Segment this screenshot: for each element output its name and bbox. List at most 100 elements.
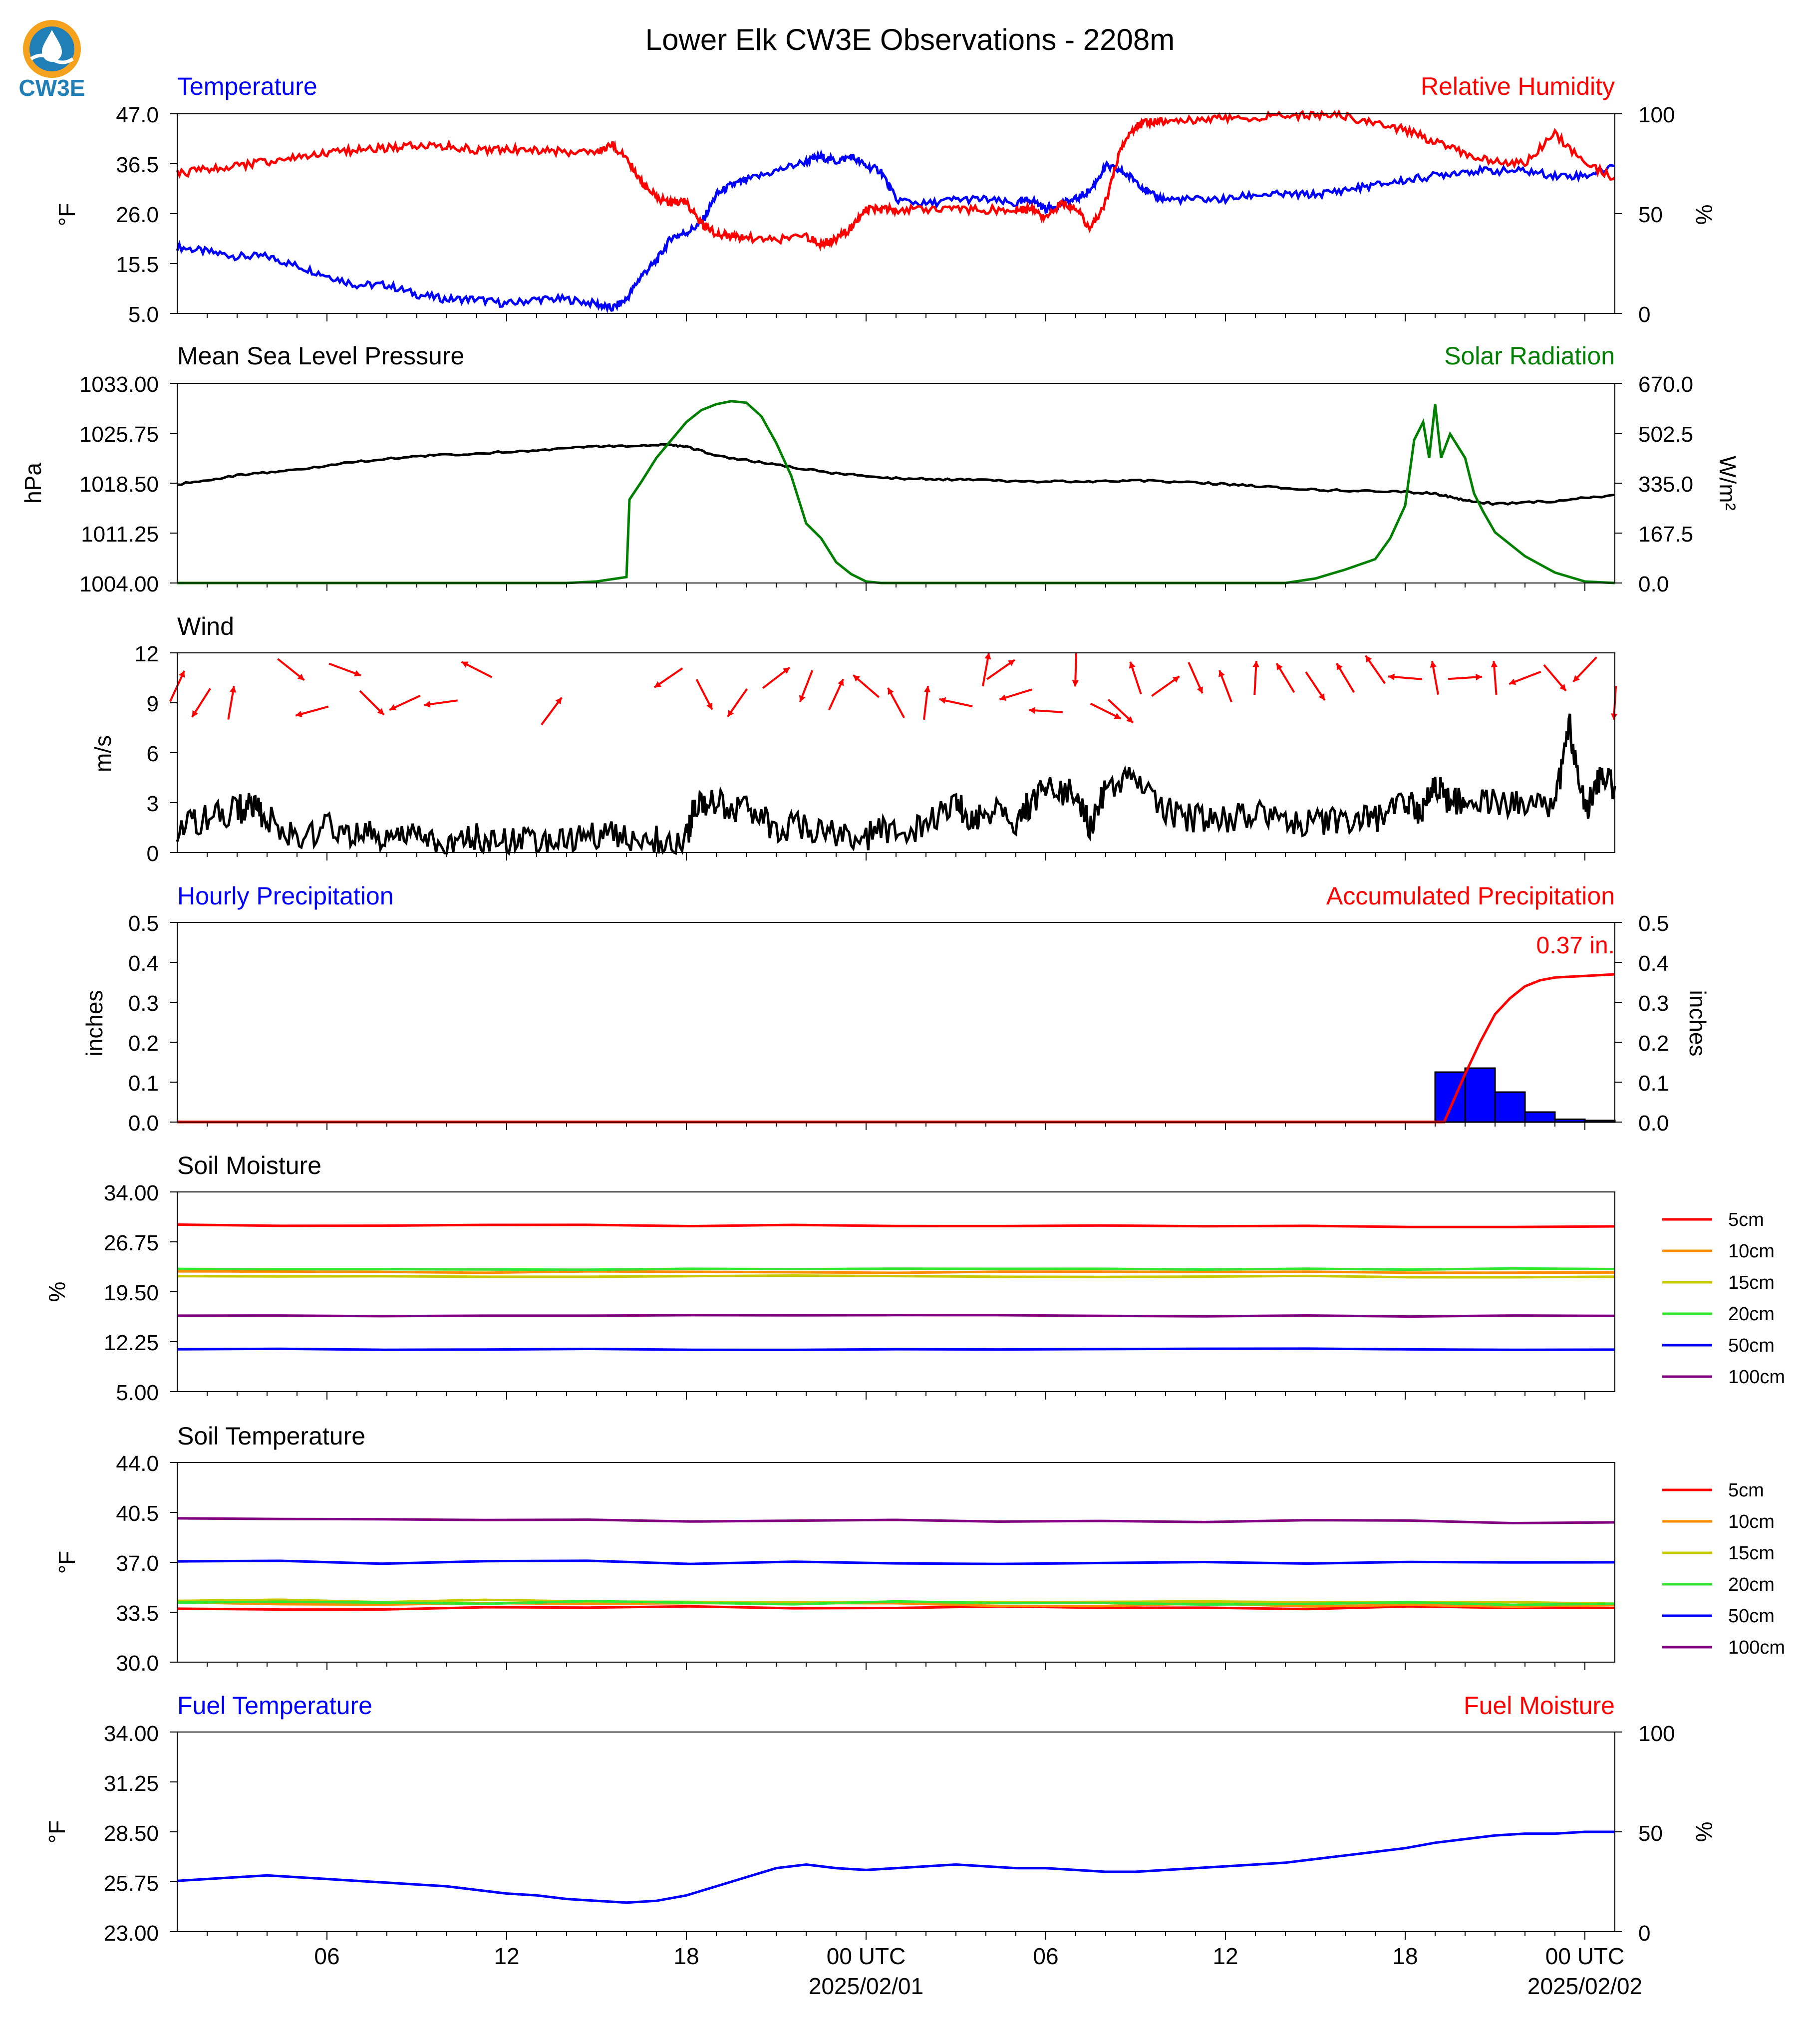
wind-direction-arrows — [169, 652, 1618, 726]
ytick-label: 5.00 — [116, 1381, 159, 1405]
logo-water-drop-icon — [42, 30, 62, 62]
ytick-label: 0.2 — [128, 1031, 159, 1056]
plot-frame — [177, 922, 1615, 1123]
wind-arrow-head — [1029, 707, 1035, 714]
ytick-label: 0.5 — [128, 911, 159, 936]
ylabel-left: inches — [81, 990, 107, 1057]
wind-arrow-head — [727, 710, 734, 717]
ytick-label: 25.75 — [104, 1871, 159, 1896]
wind-arrow-head — [461, 661, 469, 668]
wind-arrow-head — [1476, 673, 1482, 681]
series-line — [177, 1270, 1615, 1274]
ytick-label: 26.0 — [116, 203, 159, 227]
series-fuel-temperature-line — [177, 1830, 1615, 1904]
legend-label: 50cm — [1728, 1335, 1775, 1356]
ytick-label: 0.1 — [128, 1071, 159, 1096]
panel-title-left: Soil Temperature — [177, 1422, 365, 1450]
wind-arrow-head — [1129, 661, 1136, 669]
ytick-label: 0.5 — [1638, 911, 1669, 936]
date-label: 2025/02/01 — [809, 1973, 923, 1999]
panel-title-right: Relative Humidity — [1421, 72, 1615, 100]
ytick-label: 12.25 — [104, 1331, 159, 1355]
wind-arrow-head — [888, 688, 894, 695]
series-wind-speed-line — [176, 713, 1616, 856]
series-line — [177, 1517, 1615, 1525]
ytick-label: 0.4 — [1638, 951, 1669, 976]
ytick-label: 44.0 — [116, 1451, 159, 1476]
ytick-labels-right: 100 50 0 — [1638, 103, 1675, 327]
ylabel-left: °F — [54, 1551, 80, 1574]
wind-arrow-head — [799, 695, 806, 702]
panel-title-left: Temperature — [177, 72, 317, 100]
wind-arrow-head — [377, 708, 384, 715]
ylabel-right: % — [1691, 205, 1717, 225]
ylabel-left: m/s — [90, 735, 116, 772]
ylabel-left: % — [44, 1282, 70, 1302]
wind-arrow-head — [1126, 716, 1133, 723]
xticks — [207, 313, 1585, 321]
panel-soil-moisture: Soil Moisture 34.00 26.75 19.50 12.25 5.… — [44, 1152, 1785, 1405]
wind-arrow-head — [923, 686, 931, 693]
ytick-label: 34.00 — [104, 1722, 159, 1746]
panel-title-left: Fuel Temperature — [177, 1692, 372, 1720]
precip-bar — [1524, 1111, 1556, 1123]
wind-arrow-head — [1430, 661, 1437, 668]
ytick-label: 30.0 — [116, 1651, 159, 1676]
logo-text: CW3E — [19, 75, 85, 101]
wind-arrow-head — [1218, 670, 1225, 677]
wind-arrow-head — [1276, 663, 1283, 670]
series-pressure-line — [177, 443, 1615, 506]
series-accumulated-precipitation-line — [177, 973, 1615, 1124]
ylabel-left: hPa — [20, 463, 46, 504]
wind-arrow-head — [654, 681, 661, 688]
ytick-label: 1025.75 — [79, 422, 159, 447]
ytick-label: 9 — [147, 692, 159, 716]
ytick-label: 1018.50 — [79, 472, 159, 497]
wind-arrow-head — [838, 679, 844, 686]
ytick-label: 0.2 — [1638, 1031, 1669, 1056]
wind-arrow-head — [1072, 680, 1079, 687]
ylabel-right: W/m² — [1715, 456, 1741, 511]
xtick-label: 12 — [1213, 1943, 1238, 1969]
wind-arrow-head — [1573, 675, 1580, 682]
legend-label: 10cm — [1728, 1511, 1775, 1532]
series-line — [177, 1314, 1615, 1318]
ytick-label: 502.5 — [1638, 422, 1693, 447]
wind-arrow-head — [1114, 713, 1121, 719]
panel-pressure: Mean Sea Level Pressure Solar Radiation … — [20, 342, 1741, 596]
ytick-label: 1004.00 — [79, 572, 159, 596]
series-line — [177, 1347, 1615, 1351]
ytick-label: 167.5 — [1638, 522, 1693, 547]
ylabel-left: °F — [54, 203, 80, 227]
ytick-label: 100 — [1638, 1722, 1675, 1746]
legend: 5cm 10cm 15cm 20cm 50cm 100cm — [1662, 1480, 1785, 1658]
xtick-label: 00 UTC — [827, 1943, 906, 1969]
ytick-label: 34.00 — [104, 1181, 159, 1205]
wind-arrow-head — [1172, 676, 1180, 683]
precip-bar — [1494, 1091, 1526, 1123]
wind-arrow-head — [1197, 686, 1203, 694]
ytick-labels-right: 0.5 0.4 0.3 0.2 0.1 0.0 — [1638, 911, 1669, 1136]
x-axis-labels: 06 12 18 00 UTC 06 12 18 00 UTC 2025/02/… — [314, 1943, 1642, 1999]
ytick-labels-right: 100 50 0 — [1638, 1722, 1675, 1946]
wind-arrow-head — [230, 686, 237, 693]
ytick-labels-left: 34.00 26.75 19.50 12.25 5.00 — [104, 1181, 159, 1405]
panel-title-right: Fuel Moisture — [1464, 1692, 1615, 1720]
ytick-label: 0.0 — [1638, 572, 1669, 596]
ylabel-left: °F — [44, 1820, 70, 1844]
legend-label: 10cm — [1728, 1241, 1775, 1262]
legend-label: 15cm — [1728, 1543, 1775, 1564]
wind-arrow-head — [783, 667, 790, 674]
legend-label: 100cm — [1728, 1367, 1785, 1388]
ylabel-right: inches — [1685, 990, 1711, 1057]
ytick-label: 28.50 — [104, 1821, 159, 1846]
wind-arrow-head — [853, 675, 860, 682]
xtick-label: 18 — [1392, 1943, 1418, 1969]
xtick-label: 18 — [673, 1943, 699, 1969]
wind-arrow-head — [1611, 713, 1618, 720]
precip-bar — [1464, 1067, 1496, 1123]
xtick-label: 12 — [494, 1943, 519, 1969]
ytick-label: 0 — [1638, 302, 1650, 327]
wind-arrow-head — [1336, 663, 1343, 670]
